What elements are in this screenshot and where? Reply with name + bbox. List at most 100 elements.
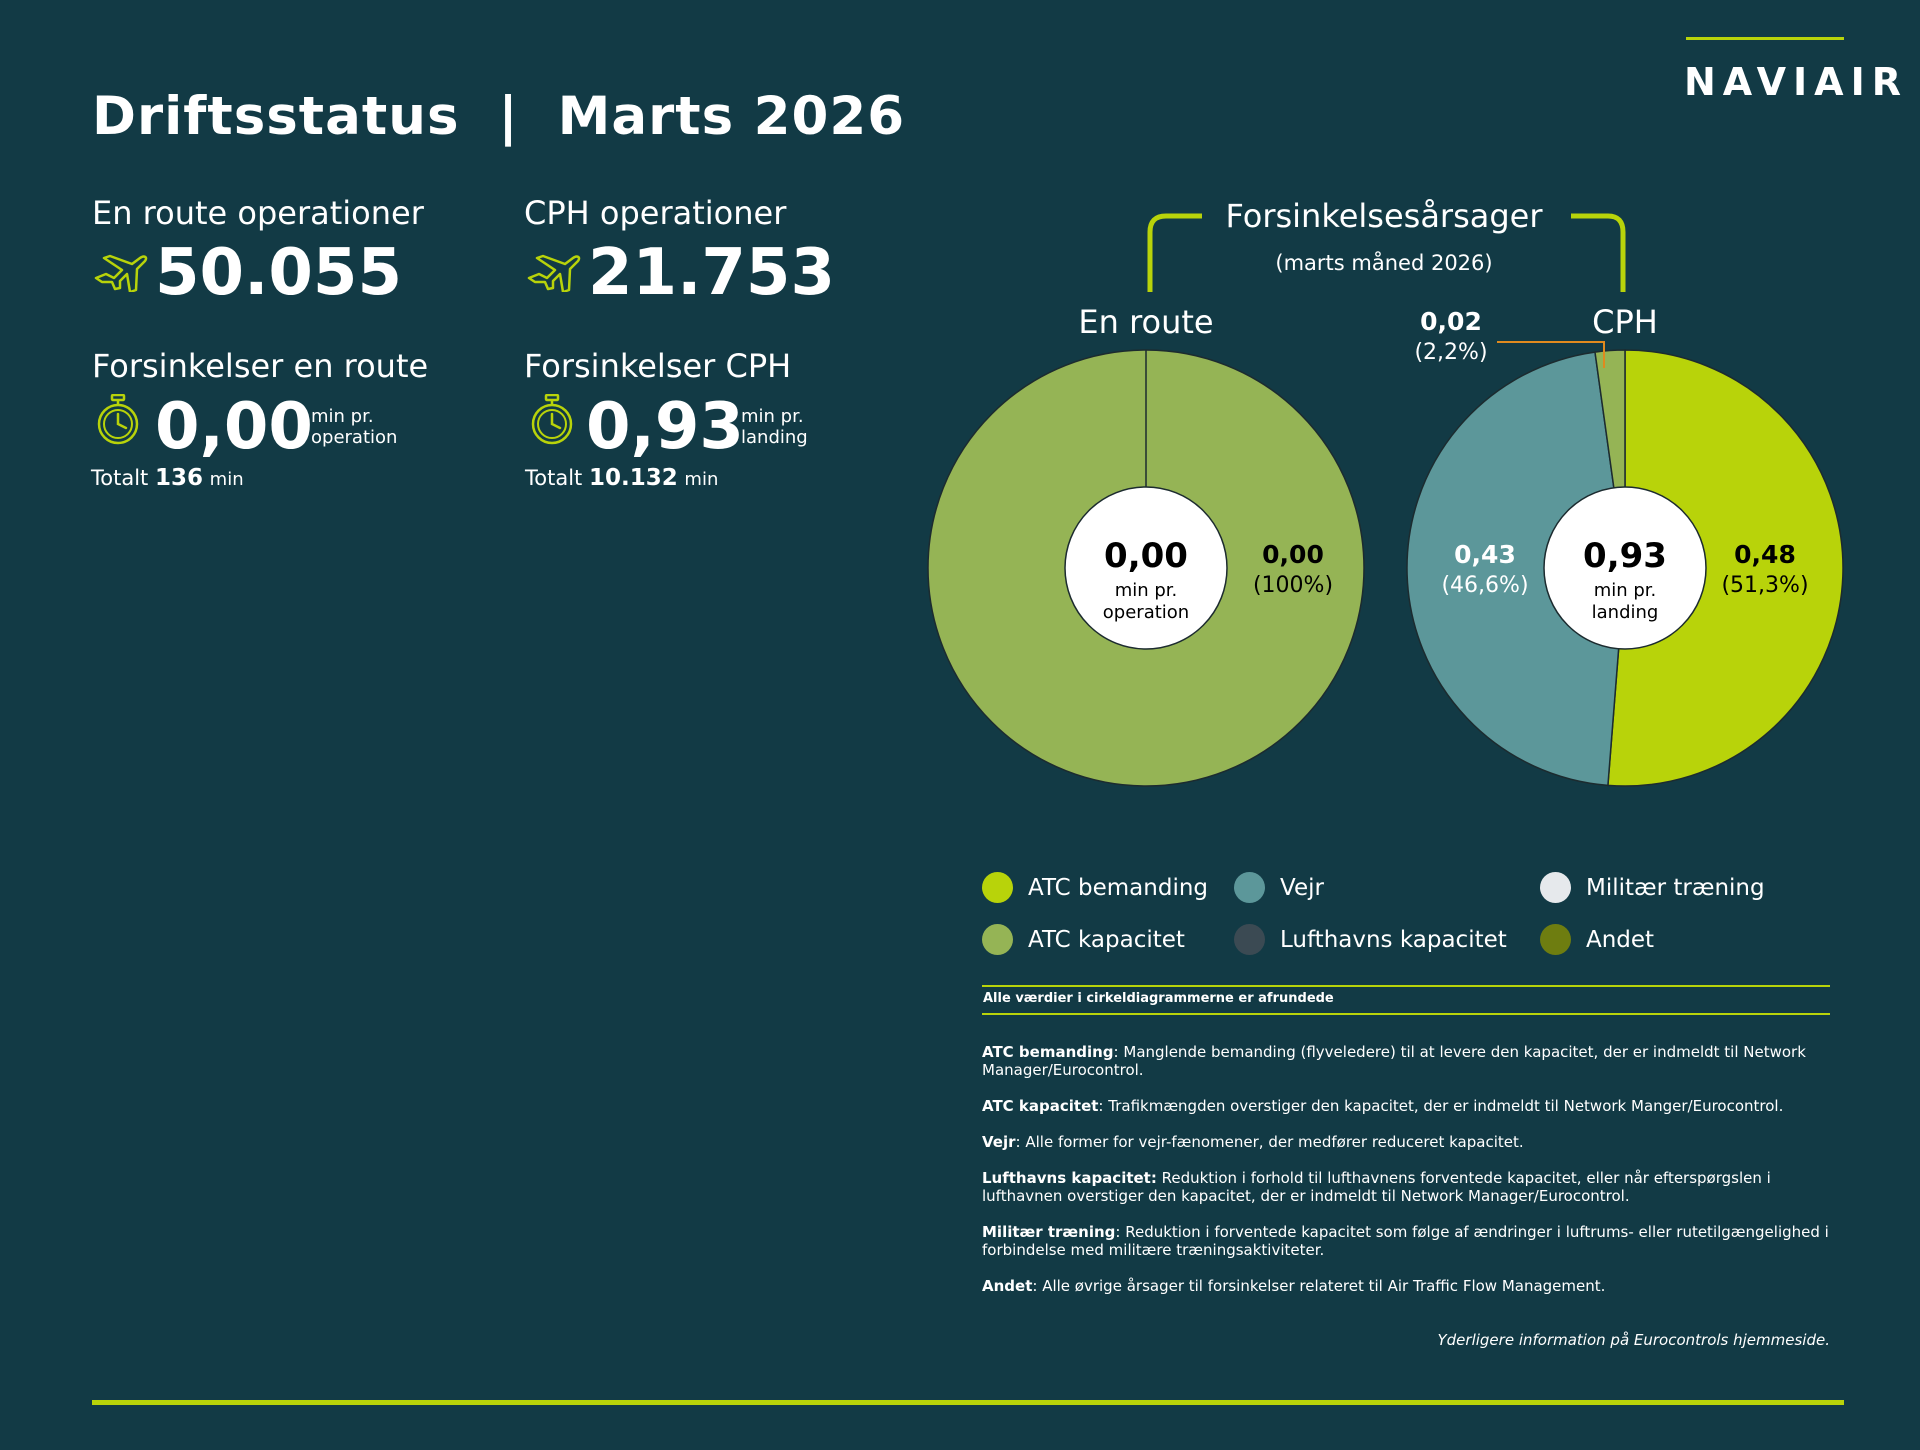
enroute-delay-unit-line1: min pr. [311,406,374,427]
cph-ops-label: CPH operationer [524,194,787,232]
pie-slice-atc-bemanding [1607,349,1844,787]
footer-note[interactable]: Yderligere information på Eurocontrols h… [1437,1331,1830,1349]
enroute-ops-value: 50.055 [155,236,402,310]
plane-icon [525,248,581,292]
slice-value-label: 0,02 [1420,307,1482,336]
legend-label: ATC bemanding [1028,874,1209,901]
definition-sep: : [1115,1223,1121,1241]
legend-swatch [1234,872,1265,903]
enroute-total-unit: min [209,469,244,490]
enroute-total-label: Totalt [91,466,149,490]
definition-atc-bemanding: ATC bemanding: Manglende bemanding (flyv… [982,1043,1832,1079]
cph-total-unit: min [684,469,719,490]
legend-swatch [1540,924,1571,955]
slice-percent-label: (2,2%) [1414,340,1487,365]
pie-title: CPH [1592,303,1658,341]
cph-delay-unit: min pr. landing [741,406,808,448]
stopwatch-icon [529,394,575,446]
definition-term: ATC bemanding [982,1043,1114,1061]
slice-value-label: 0,43 [1454,540,1516,569]
legend-swatch [1234,924,1265,955]
legend-item-vejr: Vejr [1234,872,1324,903]
logo-accent-line [1686,37,1844,40]
legend-swatch [982,872,1013,903]
slice-percent-label: (51,3%) [1721,573,1808,598]
enroute-pie: En route 0,00 min pr.operation 0,00 (100%) [927,303,1365,787]
definition-vejr: Vejr: Alle former for vejr-fænomener, de… [982,1133,1832,1151]
legend-swatch [982,924,1013,955]
naviair-logo: NAVIAIR [1684,60,1908,104]
cph-delay-label: Forsinkelser CPH [524,347,792,385]
definition-militaer-traening: Militær træning: Reduktion i forventede … [982,1223,1832,1259]
definition-lufthavns-kapacitet: Lufthavns kapacitet: Reduktion i forhold… [982,1169,1832,1205]
slice-value-label: 0,48 [1734,540,1796,569]
stopwatch-icon [95,394,141,446]
pie-center-unit: landing [1592,602,1659,623]
definition-sep: : [1098,1097,1104,1115]
enroute-delay-value: 0,00 [155,390,313,464]
cph-total-value: 10.132 [588,465,678,491]
definition-term: ATC kapacitet [982,1097,1099,1115]
definition-text: Reduktion i forventede kapacitet som føl… [982,1223,1829,1259]
causes-title: Forsinkelsesårsager [1225,197,1543,235]
legend-item-atc-bemanding: ATC bemanding [982,872,1208,903]
pie-center-unit: operation [1103,602,1189,623]
enroute-delay-unit: min pr. operation [311,406,397,448]
pie-title: En route [1078,303,1213,341]
cph-delay-value: 0,93 [586,390,744,464]
legend-label: Militær træning [1586,874,1765,901]
rounding-note: Alle værdier i cirkeldiagrammerne er afr… [983,991,1334,1006]
legend-label: Vejr [1280,874,1324,901]
legend-label: Lufthavns kapacitet [1280,926,1507,953]
page-title: Driftsstatus | Marts 2026 [92,86,906,147]
causes-subtitle: (marts måned 2026) [1275,250,1492,275]
definition-text: Alle øvrige årsager til forsinkelser rel… [1037,1277,1606,1295]
delay-causes-charts: Forsinkelsesårsager (marts måned 2026) E… [927,197,1844,787]
pie-center-unit: min pr. [1115,580,1178,601]
legend-item-andet: Andet [1540,924,1654,955]
definition-andet: Andet: Alle øvrige årsager til forsinkel… [982,1277,1832,1295]
definition-atc-kapacitet: ATC kapacitet: Trafikmængden overstiger … [982,1097,1832,1115]
pie-center [1543,486,1707,650]
enroute-total: Totalt 136 min [91,465,244,491]
definitions: ATC bemanding: Manglende bemanding (flyv… [982,1043,1832,1313]
plane-icon [92,248,148,292]
slice-percent-label: (46,6%) [1441,573,1528,598]
bottom-rule [92,1400,1844,1405]
legend-label: ATC kapacitet [1028,926,1185,953]
cph-ops-value: 21.753 [588,236,835,310]
definition-text: Manglende bemanding (flyveledere) til at… [982,1043,1806,1079]
enroute-ops-label: En route operationer [92,194,424,232]
divider [982,985,1830,987]
divider [982,1013,1830,1015]
definition-text: Reduktion i forhold til lufthavnens forv… [982,1169,1771,1205]
legend-item-atc-kapacitet: ATC kapacitet [982,924,1185,955]
slice-percent-label: (100%) [1253,573,1333,598]
pie-slice-vejr [1406,351,1626,787]
legend-item-lufthavns-kapacitet: Lufthavns kapacitet [1234,924,1507,955]
definition-term: Lufthavns kapacitet: [982,1169,1157,1187]
definition-sep: : [1113,1043,1119,1061]
definition-term: Andet [982,1277,1033,1295]
enroute-delay-label: Forsinkelser en route [92,347,429,385]
cph-delay-unit-line2: landing [741,427,808,448]
slice-value-label: 0,00 [1262,540,1324,569]
cph-delay-unit-line1: min pr. [741,406,804,427]
cph-total: Totalt 10.132 min [525,465,718,491]
definition-sep: : [1015,1133,1021,1151]
enroute-delay-unit-line2: operation [311,427,398,448]
legend: ATC bemanding Vejr Militær træning ATC k… [982,872,1882,982]
enroute-total-value: 136 [154,465,203,491]
legend-item-militaer-traening: Militær træning [1540,872,1765,903]
definition-text: Trafikmængden overstiger den kapacitet, … [1103,1097,1784,1115]
pie-center-value: 0,00 [1104,536,1188,576]
definition-term: Vejr [982,1133,1016,1151]
causes-bracket-left [1147,213,1202,292]
cph-total-label: Totalt [525,466,583,490]
legend-label: Andet [1586,926,1655,953]
definition-term: Militær træning [982,1223,1116,1241]
definition-sep: : [1032,1277,1038,1295]
definition-text: Alle former for vejr-fænomener, der medf… [1020,1133,1524,1151]
pie-center-value: 0,93 [1583,536,1667,576]
callout-line [1497,341,1605,368]
